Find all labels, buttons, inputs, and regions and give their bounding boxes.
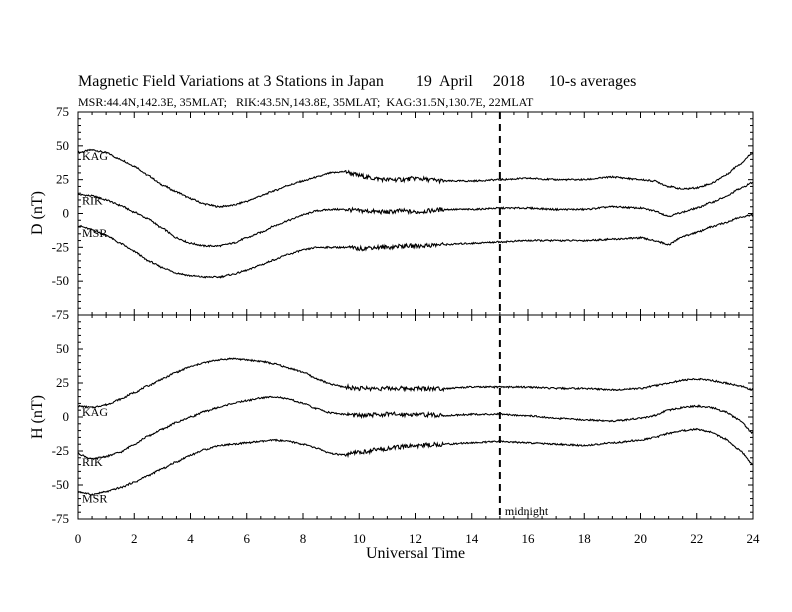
series-label-kag-h: KAG xyxy=(82,405,108,419)
series-line-rik-h xyxy=(77,395,754,461)
y-tick-label: 50 xyxy=(56,341,69,356)
y-tick-label: 0 xyxy=(63,206,70,221)
x-tick-label: 4 xyxy=(187,531,194,546)
chart-title: Magnetic Field Variations at 3 Stations … xyxy=(78,73,637,90)
y-tick-label: 50 xyxy=(56,138,69,153)
y-axis-title-d: D (nT) xyxy=(29,191,46,235)
y-tick-label: 75 xyxy=(56,104,69,119)
x-tick-label: 12 xyxy=(409,531,422,546)
series-line-kag-h xyxy=(77,357,754,409)
midnight-label: midnight xyxy=(505,504,549,518)
x-tick-label: 6 xyxy=(244,531,251,546)
y-tick-label: -25 xyxy=(52,443,69,458)
x-axis-title: Universal Time xyxy=(366,545,465,562)
y-tick-label: -50 xyxy=(52,273,69,288)
y-tick-label: 0 xyxy=(63,409,70,424)
y-tick-label: 25 xyxy=(56,375,69,390)
x-tick-label: 22 xyxy=(690,531,703,546)
series-line-rik-d xyxy=(77,181,754,248)
y-tick-label: -50 xyxy=(52,477,69,492)
y-tick-label: -75 xyxy=(52,511,69,526)
series-label-rik-d: RIK xyxy=(82,193,103,207)
d-component-panel: -75 -50 -25 0 25 50 75 D (nT) KAG RIK MSR xyxy=(29,104,754,322)
x-tick-label: 10 xyxy=(353,531,366,546)
x-tick-label: 18 xyxy=(578,531,591,546)
series-label-kag-d: KAG xyxy=(82,149,108,163)
series-label-rik-h: RIK xyxy=(82,455,103,469)
x-tick-label: 14 xyxy=(465,531,479,546)
x-tick-label: 20 xyxy=(634,531,647,546)
x-tick-label: 24 xyxy=(747,531,761,546)
series-line-msr-h xyxy=(77,427,754,496)
series-line-kag-d xyxy=(77,148,754,208)
chart-subtitle: MSR:44.4N,142.3E, 35MLAT; RIK:43.5N,143.… xyxy=(78,95,534,109)
y-tick-label: -75 xyxy=(52,307,69,322)
y-axis-title-h: H (nT) xyxy=(29,395,46,439)
h-component-panel: -75 -50 -25 0 25 50 H (nT) KAG RIK MSR xyxy=(29,314,754,526)
x-tick-label: 8 xyxy=(300,531,307,546)
x-tick-label: 2 xyxy=(131,531,138,546)
x-tick-label: 0 xyxy=(75,531,82,546)
series-label-msr-d: MSR xyxy=(82,226,107,240)
x-tick-label: 16 xyxy=(522,531,536,546)
y-tick-label: 25 xyxy=(56,172,69,187)
series-line-msr-d xyxy=(77,213,754,279)
series-label-msr-h: MSR xyxy=(82,491,107,505)
plot-frame-d xyxy=(77,111,754,316)
midnight-annotation: midnight xyxy=(498,112,549,519)
y-tick-label: -25 xyxy=(52,239,69,254)
